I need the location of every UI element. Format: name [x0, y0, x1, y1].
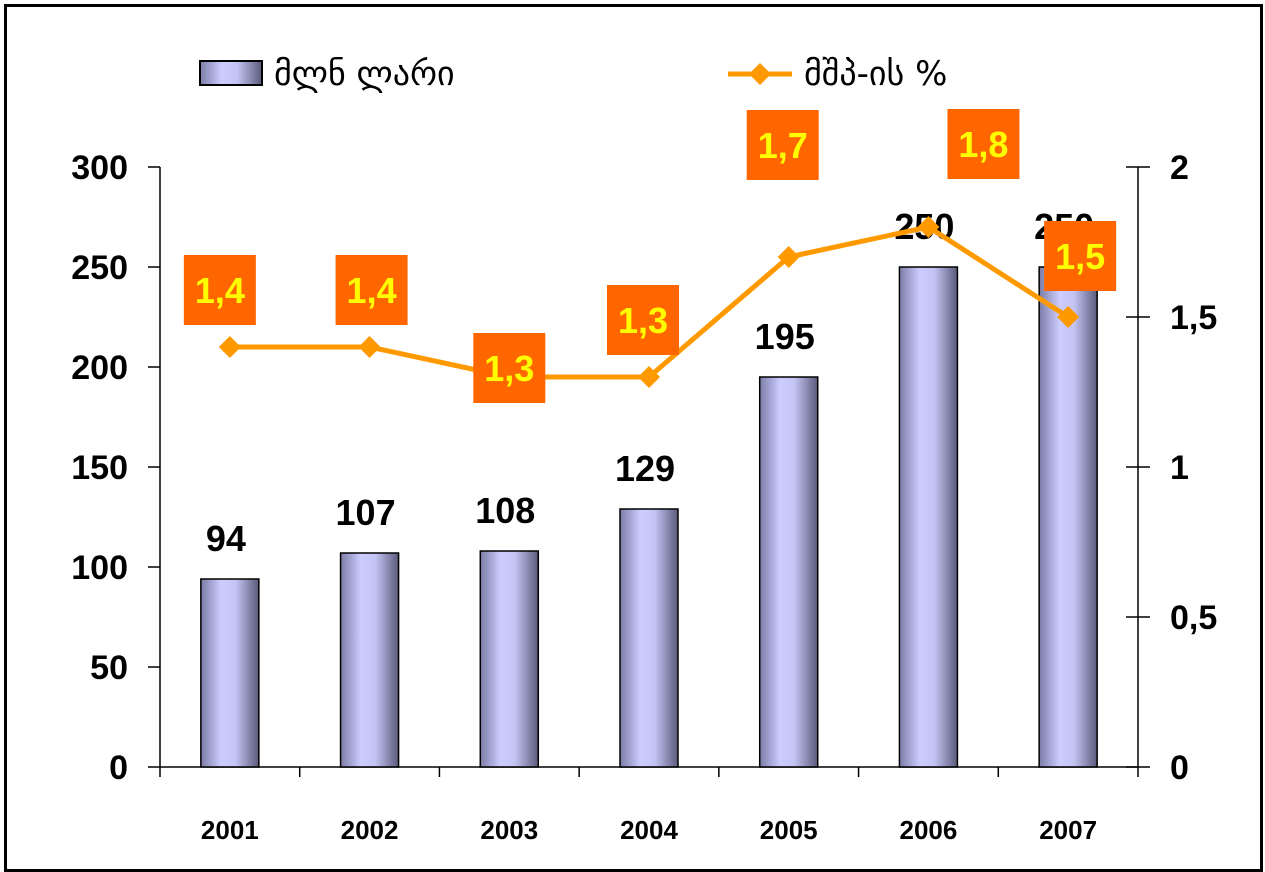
- y-left-tick-label: 0: [109, 749, 128, 787]
- y-left-tick-label: 300: [71, 149, 128, 187]
- y-left-tick-label: 50: [90, 649, 128, 687]
- bar: [758, 376, 819, 768]
- x-tick-label: 2001: [201, 815, 259, 845]
- line-value-label-box: [947, 109, 1020, 179]
- bar-value-label: 94: [206, 518, 246, 559]
- line-value-label: 1,4: [195, 270, 245, 311]
- y-right-tick-label: 1: [1170, 449, 1189, 487]
- bar-value-label: 107: [336, 492, 396, 533]
- x-tick-label: 2002: [341, 815, 399, 845]
- bar: [898, 266, 959, 768]
- line-value-label: 1,4: [347, 270, 397, 311]
- x-tick-label: 2003: [480, 815, 538, 845]
- line-value-label-box: [473, 333, 546, 403]
- y-right-tick-label: 0: [1170, 749, 1189, 787]
- legend-line-marker: [749, 63, 771, 85]
- line-value-label-box: [1044, 221, 1117, 291]
- y-left-tick-label: 200: [71, 349, 128, 387]
- y-right-tick-label: 0,5: [1170, 599, 1217, 637]
- line-value-label: 1,3: [484, 348, 534, 389]
- line-value-label-box: [607, 285, 679, 355]
- line-value-label-box: [183, 255, 256, 325]
- line-value-label: 1,3: [618, 300, 668, 341]
- line-marker: [358, 336, 381, 358]
- line-value-label: 1,5: [1055, 236, 1105, 277]
- x-tick-label: 2004: [620, 815, 678, 845]
- line-value-label-box: [746, 110, 819, 180]
- bar: [1038, 266, 1098, 768]
- bar: [479, 550, 540, 768]
- line-value-label: 1,8: [958, 124, 1008, 165]
- bar-value-label: 195: [755, 316, 815, 357]
- legend: მლნ ლარი მშპ-ის %: [199, 54, 947, 94]
- legend-bar-label: მლნ ლარი: [274, 54, 455, 94]
- x-tick-label: 2005: [760, 815, 818, 845]
- bar-value-label: 129: [615, 448, 675, 489]
- line-marker: [917, 216, 940, 238]
- legend-line-label: მშპ-ის %: [804, 54, 947, 94]
- bar: [200, 578, 260, 768]
- y-left-tick-label: 150: [71, 449, 128, 487]
- y-right-tick-label: 1,5: [1170, 299, 1217, 337]
- line-marker: [638, 366, 660, 388]
- y-left-tick-label: 100: [71, 549, 128, 587]
- bar: [339, 552, 400, 768]
- line-marker: [777, 246, 800, 268]
- y-left-tick-label: 250: [71, 249, 128, 287]
- legend-bar-swatch: [199, 60, 263, 86]
- bar-value-label: 108: [475, 490, 535, 531]
- bar: [619, 508, 679, 768]
- line-value-label: 1,7: [758, 125, 808, 166]
- line-value-label-box: [335, 255, 408, 325]
- line-marker: [218, 336, 241, 358]
- x-tick-label: 2007: [1039, 815, 1097, 845]
- y-right-tick-label: 2: [1170, 149, 1189, 187]
- line-marker: [1057, 306, 1080, 328]
- x-tick-label: 2006: [900, 815, 958, 845]
